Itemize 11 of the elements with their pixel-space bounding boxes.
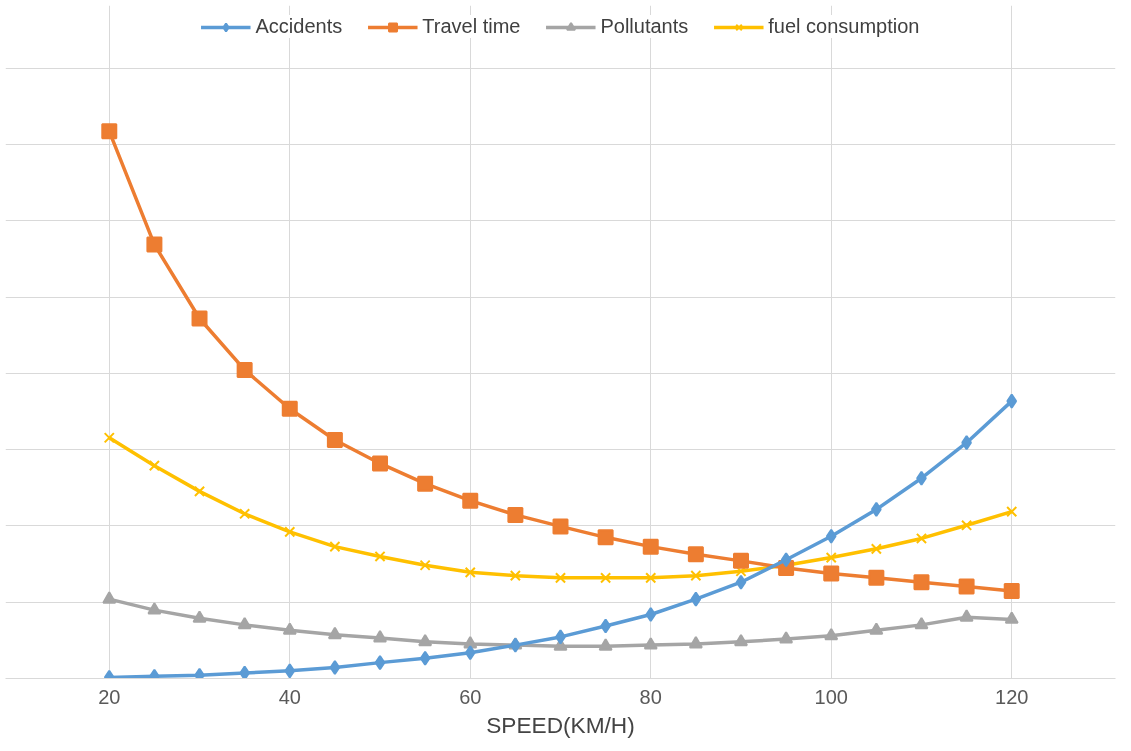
x-tick-label: 60: [459, 685, 482, 708]
legend-label: Travel time: [422, 15, 521, 38]
x-tick-label: 80: [639, 685, 662, 708]
x-tick-label: 40: [278, 685, 301, 708]
x-tick-label: 100: [814, 685, 848, 708]
legend-label: Accidents: [255, 15, 343, 38]
legend-label: Pollutants: [600, 15, 689, 38]
legend-label: fuel consumption: [768, 15, 920, 38]
x-axis-title: SPEED(KM/H): [486, 711, 635, 738]
x-tick-label: 20: [98, 685, 121, 708]
x-tick-label: 120: [995, 685, 1029, 708]
